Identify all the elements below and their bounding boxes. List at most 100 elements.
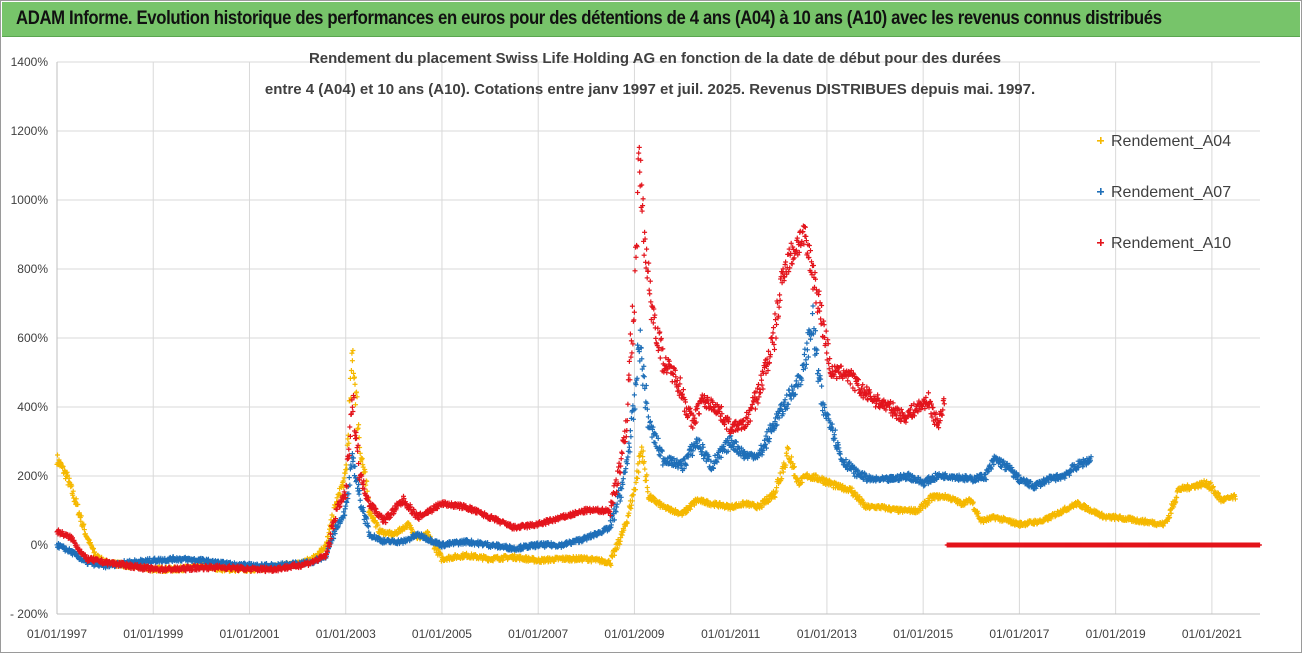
- point: [735, 505, 737, 511]
- point: [79, 515, 81, 520]
- point: [349, 375, 351, 381]
- point: [650, 492, 652, 498]
- point: [78, 553, 80, 559]
- point: [1114, 517, 1116, 523]
- point: [637, 461, 639, 467]
- point: [1096, 508, 1098, 514]
- point: [774, 494, 776, 500]
- point: [960, 498, 962, 504]
- point: [1132, 515, 1134, 521]
- point: [388, 532, 390, 538]
- point: [72, 488, 74, 494]
- point: [1170, 506, 1172, 512]
- point: [1101, 510, 1103, 516]
- point: [646, 485, 648, 490]
- point: [631, 498, 633, 504]
- point: [344, 470, 346, 476]
- y-tick-label: 800%: [17, 262, 48, 276]
- point: [918, 509, 920, 515]
- point: [642, 454, 644, 460]
- gridlines: [56, 61, 1260, 615]
- point: [976, 508, 978, 514]
- point: [355, 389, 358, 395]
- point: [632, 492, 634, 498]
- point: [646, 472, 648, 478]
- point: [815, 472, 817, 478]
- point: [66, 473, 68, 479]
- point: [66, 469, 68, 475]
- point: [357, 425, 359, 431]
- point: [87, 561, 89, 567]
- point: [854, 489, 856, 495]
- point: [345, 462, 347, 468]
- x-tick-label: 01/01/2007: [508, 627, 568, 641]
- point: [851, 485, 853, 491]
- point: [676, 509, 679, 514]
- point: [947, 496, 949, 502]
- point: [636, 468, 638, 474]
- point: [785, 462, 787, 468]
- point: [540, 560, 542, 565]
- y-tick-label: 600%: [17, 331, 48, 345]
- point: [586, 555, 588, 561]
- point: [914, 506, 916, 512]
- point: [644, 466, 646, 472]
- point: [437, 552, 439, 558]
- point: [1105, 516, 1107, 522]
- point: [980, 519, 982, 525]
- point: [435, 549, 437, 555]
- point: [1172, 502, 1174, 508]
- point: [604, 558, 606, 564]
- point: [924, 499, 926, 505]
- point: [391, 529, 393, 535]
- point: [1169, 514, 1171, 520]
- point: [704, 501, 706, 507]
- point: [864, 501, 866, 507]
- point: [440, 551, 442, 557]
- point: [333, 514, 335, 520]
- point: [57, 544, 59, 550]
- x-tick-label: 01/01/2021: [1182, 627, 1242, 641]
- point: [359, 450, 361, 456]
- point: [1046, 514, 1048, 520]
- point: [617, 537, 619, 543]
- point: [626, 520, 628, 526]
- point: [628, 510, 630, 516]
- point: [1217, 491, 1219, 496]
- point: [781, 466, 783, 471]
- point: [76, 551, 78, 557]
- point: [944, 492, 946, 497]
- point: [861, 497, 863, 503]
- point: [1013, 518, 1015, 524]
- point: [976, 511, 978, 517]
- y-tick-label: 200%: [17, 469, 48, 483]
- point: [823, 475, 825, 481]
- point: [57, 462, 60, 468]
- point: [58, 457, 60, 463]
- point: [925, 504, 927, 510]
- point: [1099, 513, 1101, 518]
- point: [647, 489, 649, 495]
- x-tick-label: 01/01/2001: [219, 627, 279, 641]
- point: [1087, 505, 1090, 510]
- point: [1019, 524, 1021, 529]
- point: [360, 459, 362, 464]
- point: [80, 555, 82, 561]
- point: [651, 497, 653, 503]
- point: [88, 537, 90, 543]
- point: [994, 517, 996, 523]
- point: [68, 475, 70, 481]
- point: [770, 492, 772, 498]
- point: [1151, 518, 1153, 524]
- point: [949, 494, 951, 500]
- point: [1083, 502, 1085, 508]
- point: [829, 482, 831, 488]
- point: [1205, 480, 1207, 486]
- point: [327, 534, 329, 539]
- point: [320, 549, 322, 555]
- x-tick-label: 01/01/2011: [701, 627, 760, 641]
- point: [639, 459, 641, 465]
- point: [411, 527, 413, 532]
- point: [346, 466, 348, 472]
- point: [347, 432, 349, 438]
